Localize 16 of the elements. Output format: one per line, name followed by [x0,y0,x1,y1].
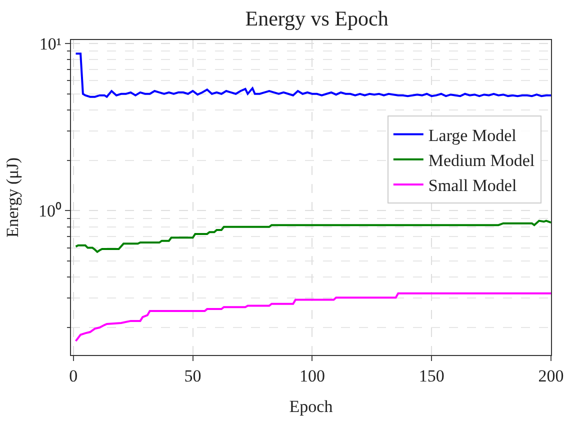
legend-label: Medium Model [428,150,535,170]
x-tick-label: 100 [299,366,325,386]
chart-title: Energy vs Epoch [245,6,389,30]
y-tick-label: 10⁰ [38,202,62,221]
legend-label: Large Model [428,126,517,145]
line-series [74,220,551,253]
x-tick-label: 0 [69,366,78,386]
x-tick-label: 150 [418,366,444,386]
line-series [74,292,551,342]
line-series [74,52,551,98]
y-tick-label: 10¹ [39,34,62,54]
x-tick-label: 200 [538,366,564,386]
x-axis-title: Epoch [289,396,334,416]
legend-label: Small Model [428,176,517,196]
y-axis-title: Energy (μJ) [3,157,22,238]
x-tick-label: 50 [184,366,202,386]
